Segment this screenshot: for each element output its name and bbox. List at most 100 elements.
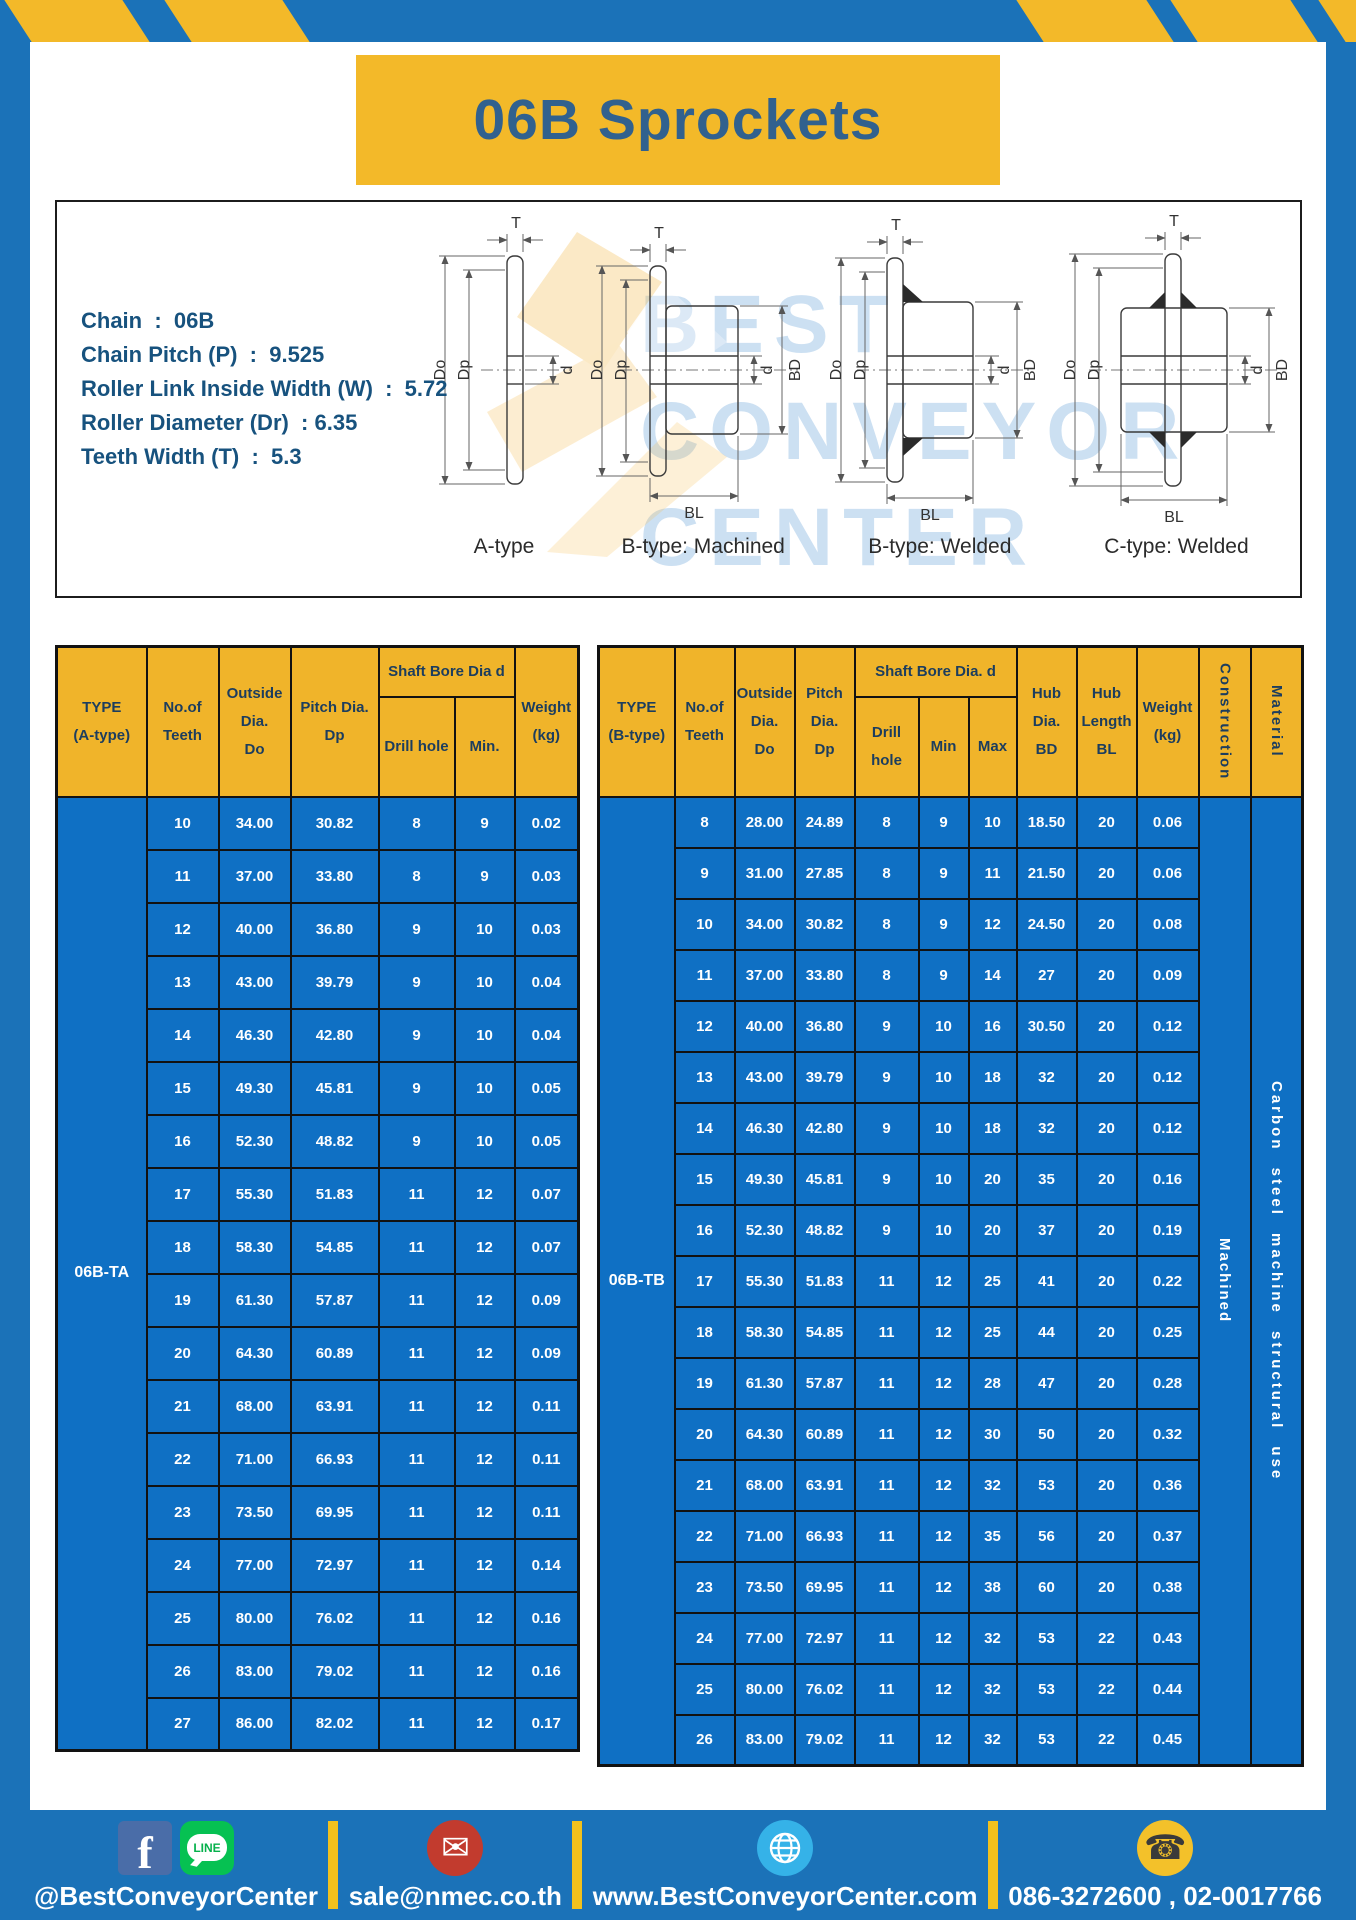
cell: 37.00: [217, 848, 292, 904]
cell: 31.00: [733, 846, 796, 900]
cell: 27.85: [793, 846, 856, 900]
yellow-stripe: [1315, 0, 1356, 42]
page-title: 06B Sprockets: [473, 88, 883, 152]
email-icon[interactable]: ✉: [427, 1819, 484, 1876]
yellow-stripe: [1013, 0, 1177, 42]
spec-line: Teeth Width (T) : 5.3: [81, 444, 302, 469]
cell: 0.07: [513, 1219, 580, 1275]
cell: 9: [853, 1203, 920, 1257]
cell: 0.11: [513, 1378, 580, 1434]
drawing-b-type-welded: T Do Dp d BD BL: [827, 210, 1052, 559]
cell: 12: [917, 1305, 970, 1359]
table-row: 16 52.30 48.82 9 10 20 37 20 0.19: [599, 1203, 1303, 1257]
cell: 20: [1075, 1356, 1138, 1410]
cell: 39.79: [793, 1050, 856, 1104]
header-type: TYPE (B-type): [597, 645, 676, 798]
cell: 11: [853, 1662, 920, 1716]
table-row: 18 58.30 54.85 11 12 25 44 20 0.25: [599, 1305, 1303, 1359]
cell: 19: [145, 1272, 220, 1328]
cell: 49.30: [733, 1152, 796, 1206]
cell: 0.37: [1135, 1509, 1200, 1563]
table-row: 19 61.30 57.87 11 12 28 47 20 0.28: [599, 1356, 1303, 1410]
cell: 8: [673, 795, 736, 849]
cell: 12: [917, 1713, 970, 1767]
cell: 20: [967, 1203, 1018, 1257]
table-row: 22 71.00 66.93 11 12 0.11: [57, 1431, 580, 1487]
cell: 9: [377, 901, 456, 957]
cell: 24.89: [793, 795, 856, 849]
dim-label-bd: BD: [787, 359, 804, 381]
cell: 83.00: [733, 1713, 796, 1767]
type-label-cell: 06B-TB: [597, 795, 676, 1767]
cell: 50: [1015, 1407, 1078, 1461]
facebook-icon[interactable]: f: [117, 1820, 172, 1876]
cell: 12: [967, 897, 1018, 951]
cell: 48.82: [793, 1203, 856, 1257]
dim-label-t: T: [654, 225, 664, 242]
dim-label-d: d: [996, 366, 1013, 375]
cell: 36.80: [793, 999, 856, 1053]
cell: 49.30: [217, 1060, 292, 1116]
website-url[interactable]: www.BestConveyorCenter.com: [592, 1880, 978, 1911]
cell: 9: [917, 948, 970, 1002]
table-row: 15 49.30 45.81 9 10 20 35 20 0.16: [599, 1152, 1303, 1206]
cell: 0.45: [1135, 1713, 1200, 1767]
cell: 76.02: [793, 1662, 856, 1716]
cell: 11: [853, 1407, 920, 1461]
cell: 12: [453, 1643, 516, 1699]
cell: 20: [1075, 1203, 1138, 1257]
cell: 51.83: [793, 1254, 856, 1308]
footer-social[interactable]: f LINE @BestConveyorCenter: [34, 1819, 318, 1912]
dim-label-bl: BL: [1164, 509, 1184, 526]
cell: 13: [145, 954, 220, 1010]
cell: 32: [1015, 1050, 1078, 1104]
cell: 18: [967, 1101, 1018, 1155]
header-min: Min.: [453, 695, 516, 798]
footer-email[interactable]: ✉ sale@nmec.co.th: [349, 1819, 562, 1912]
cell: 69.95: [793, 1560, 856, 1614]
cell: 20: [1075, 795, 1138, 849]
cell: 22: [673, 1509, 736, 1563]
cell: 11: [377, 1431, 456, 1487]
drawing-a-type: T Do Dp d A-type: [429, 210, 579, 559]
cell: 73.50: [217, 1484, 292, 1540]
cell: 46.30: [217, 1007, 292, 1063]
b-type-table: TYPE (B-type) No.of Teeth Outside Dia. D…: [597, 645, 1304, 1767]
email-address[interactable]: sale@nmec.co.th: [348, 1880, 562, 1911]
social-handle[interactable]: @BestConveyorCenter: [34, 1880, 318, 1911]
cell: 76.02: [289, 1590, 380, 1646]
watermark-logo: [487, 232, 727, 557]
dim-label-dp: Dp: [613, 360, 630, 381]
phone-icon[interactable]: ☎: [1137, 1819, 1194, 1876]
cell: 0.36: [1135, 1458, 1200, 1512]
line-icon[interactable]: LINE: [179, 1820, 234, 1875]
drawing-caption: A-type: [473, 535, 535, 558]
cell: 10: [917, 1050, 970, 1104]
footer-phone[interactable]: ☎ 086-3272600 , 02-0017766: [1008, 1819, 1322, 1912]
dim-label-bl: BL: [921, 507, 941, 524]
watermark-text: BEST CONVEYOR CENTER: [640, 279, 1190, 584]
cell: 12: [917, 1254, 970, 1308]
cell: 43.00: [217, 954, 292, 1010]
cell: 34.00: [217, 795, 292, 851]
cell: 12: [917, 1611, 970, 1665]
phone-numbers[interactable]: 086-3272600 , 02-0017766: [1008, 1880, 1322, 1911]
cell: 9: [853, 1050, 920, 1104]
table-row: 9 31.00 27.85 8 9 11 21.50 20 0.06: [599, 846, 1303, 900]
table-row: 23 73.50 69.95 11 12 0.11: [57, 1484, 580, 1540]
globe-icon[interactable]: [757, 1819, 814, 1876]
table-row: 18 58.30 54.85 11 12 0.07: [57, 1219, 580, 1275]
cell: 53: [1015, 1662, 1078, 1716]
cell: 33.80: [289, 848, 380, 904]
cell: 11: [377, 1325, 456, 1381]
cell: 32: [1015, 1101, 1078, 1155]
cell: 11: [853, 1560, 920, 1614]
cell: 52.30: [217, 1113, 292, 1169]
yellow-stripe: [1167, 0, 1321, 42]
table-row: 12 40.00 36.80 9 10 0.03: [57, 901, 580, 957]
footer-divider: [328, 1821, 339, 1909]
cell: 12: [453, 1590, 516, 1646]
cell: 0.11: [513, 1431, 580, 1487]
cell: 39.79: [289, 954, 380, 1010]
footer-website[interactable]: www.BestConveyorCenter.com: [593, 1819, 978, 1912]
